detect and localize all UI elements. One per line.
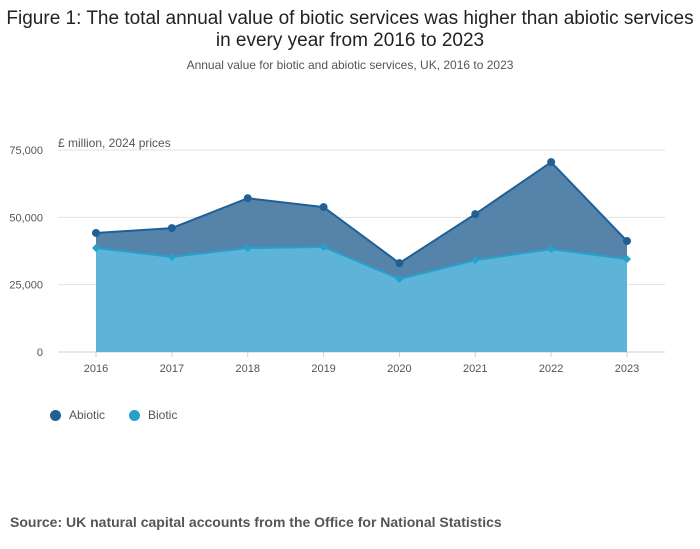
- abiotic-point: [471, 210, 480, 219]
- legend-biotic-label: Biotic: [148, 408, 178, 422]
- legend-abiotic-label: Abiotic: [69, 408, 106, 422]
- x-tick-label: 2020: [387, 363, 411, 375]
- x-tick-label: 2023: [615, 363, 639, 375]
- abiotic-point: [623, 237, 631, 246]
- y-tick-label: 0: [37, 347, 43, 359]
- chart-subtitle: Annual value for biotic and abiotic serv…: [186, 58, 514, 72]
- biotic-point: [92, 244, 100, 253]
- abiotic-point: [243, 194, 252, 203]
- y-tick-label: 50,000: [9, 212, 43, 224]
- biotic-point: [167, 252, 176, 261]
- biotic-point: [471, 256, 480, 265]
- x-tick-label: 2021: [463, 363, 487, 375]
- legend-biotic[interactable]: Biotic: [129, 408, 177, 422]
- line-abiotic: [95, 160, 628, 265]
- chart-title: Figure 1: The total annual value of biot…: [6, 8, 694, 51]
- y-axis-label: £ million, 2024 prices: [58, 136, 171, 150]
- x-tick-label: 2017: [160, 363, 184, 375]
- abiotic-point: [92, 228, 100, 237]
- x-tick-label: 2022: [539, 363, 563, 375]
- legend-abiotic-marker: [50, 409, 61, 421]
- abiotic-point: [167, 224, 176, 233]
- abiotic-point: [395, 259, 404, 268]
- line-biotic: [95, 245, 628, 281]
- source-note: Source: UK natural capital accounts from…: [10, 514, 502, 530]
- y-tick-label: 25,000: [9, 280, 43, 292]
- biotic-point: [243, 244, 252, 253]
- x-tick-label: 2018: [235, 363, 259, 375]
- legend-abiotic[interactable]: Abiotic: [50, 408, 105, 422]
- biotic-point: [319, 242, 328, 251]
- chart: 0 25,000 50,000 75,000 £ million, 2024 price…: [9, 136, 665, 375]
- x-tick-label: 2016: [84, 363, 108, 375]
- x-tick-label: 2019: [311, 363, 335, 375]
- biotic-point: [547, 245, 556, 254]
- legend-biotic-marker: [129, 409, 140, 421]
- y-tick-label: 75,000: [9, 145, 43, 157]
- abiotic-point: [547, 158, 556, 167]
- biotic-point: [395, 275, 404, 284]
- area-biotic: [96, 246, 627, 352]
- abiotic-point: [319, 203, 328, 212]
- biotic-point: [623, 255, 631, 264]
